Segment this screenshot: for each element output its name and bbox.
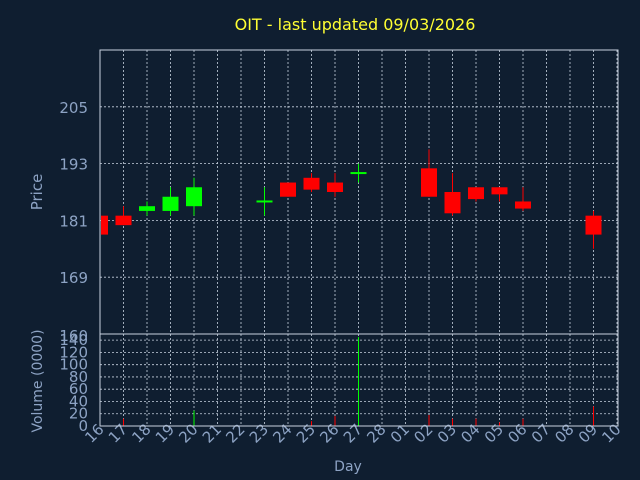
price-tick-label: 193 [59,156,88,174]
candle-body [101,215,108,235]
x-tick-labels: 1617181920212223242526272801020304050607… [81,420,624,446]
chart-title: OIT - last updated 09/03/2026 [235,15,476,34]
volume-tick-label: 140 [59,331,88,349]
candle-body [444,192,461,214]
candle-body [162,196,179,211]
candle-body [327,182,343,192]
candle-body [139,206,155,211]
candle-body [468,187,484,200]
volume-tick-label: 40 [69,392,88,410]
volume-tick-label: 100 [59,356,88,374]
candle-body [585,215,602,235]
volume-tick-label: 80 [69,368,88,386]
volume-panel-frame [99,333,619,427]
price-tick-label: 205 [59,99,88,117]
candles [99,149,602,249]
candle-body [491,187,508,195]
volume-axis-label: Volume (0000) [30,329,46,432]
x-axis-label: Day [334,459,362,475]
volume-bars [123,337,594,426]
candle-body [115,215,132,226]
candle-body [303,177,320,190]
candle-body [515,201,531,209]
candle-body [421,168,437,197]
candle-body [186,187,202,207]
volume-tick-label: 20 [69,405,88,423]
candle-body [280,182,296,197]
price-axis-label: Price [28,174,46,211]
price-y-ticks: 169 181 193 205 [59,99,88,287]
price-tick-label: 181 [59,212,88,230]
volume-tick-label: 60 [69,380,88,398]
volume-tick-label: 120 [59,343,88,361]
price-bottom-tick-label: 160 [59,327,88,345]
volume-tick-label: 0 [78,417,88,435]
price-tick-label: 169 [59,269,88,287]
